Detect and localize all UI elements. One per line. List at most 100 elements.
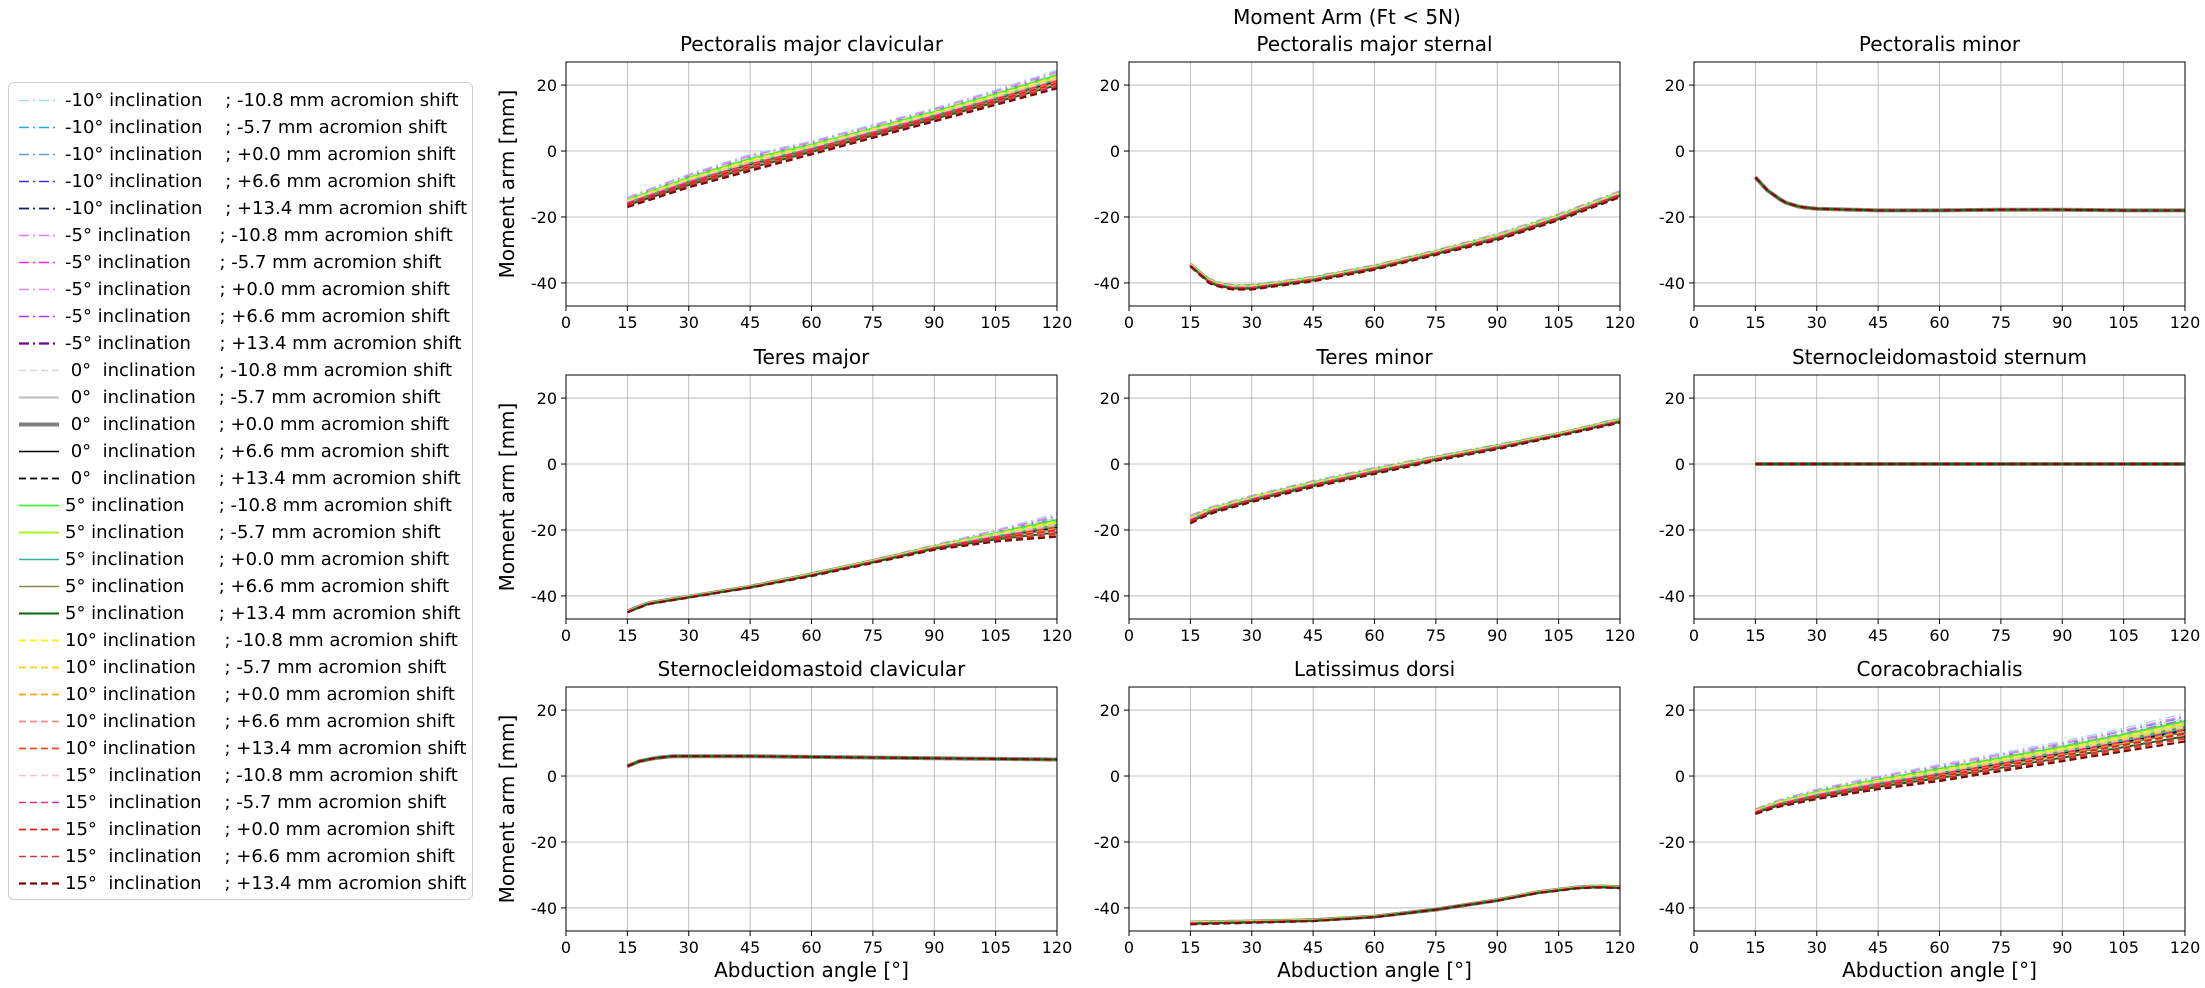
series-line bbox=[1755, 712, 2186, 810]
series-line bbox=[1755, 717, 2186, 811]
x-tick-label: 120 bbox=[2170, 626, 2201, 645]
y-tick-label: 0 bbox=[1675, 142, 1685, 161]
x-tick-label: 30 bbox=[1807, 938, 1827, 957]
series-line bbox=[1189, 196, 1621, 291]
x-tick-label: 15 bbox=[617, 626, 637, 645]
series-line bbox=[627, 516, 1058, 612]
legend-line-swatch bbox=[19, 180, 59, 183]
y-tick-label: -40 bbox=[1659, 899, 1685, 918]
legend-line-swatch bbox=[19, 396, 59, 399]
series-line bbox=[1754, 176, 2185, 212]
legend-label: 10° inclination ; +0.0 mm acromion shift bbox=[65, 684, 455, 705]
legend-entry: -5° inclination ; -5.7 mm acromion shift bbox=[9, 249, 474, 276]
x-tick-label: 75 bbox=[1426, 626, 1446, 645]
x-tick-label: 105 bbox=[980, 313, 1011, 332]
x-tick-label: 30 bbox=[679, 938, 699, 957]
legend-entry: -10° inclination ; +6.6 mm acromion shif… bbox=[9, 168, 474, 195]
x-tick-label: 105 bbox=[2108, 626, 2139, 645]
legend-line-swatch bbox=[19, 531, 59, 534]
series-line bbox=[626, 535, 1058, 614]
series-line bbox=[1190, 886, 1621, 925]
legend-line-swatch bbox=[19, 720, 59, 723]
legend-entry: -10° inclination ; +0.0 mm acromion shif… bbox=[9, 141, 474, 168]
series-line bbox=[1190, 886, 1621, 925]
legend-entry: 10° inclination ; +0.0 mm acromion shift bbox=[9, 681, 474, 708]
series-line bbox=[1754, 176, 2185, 212]
series-line bbox=[1753, 176, 2185, 213]
series-line bbox=[627, 523, 1058, 613]
x-tick-label: 0 bbox=[561, 313, 571, 332]
series-line bbox=[1189, 192, 1621, 288]
series-lines bbox=[626, 754, 1057, 768]
x-tick-label: 75 bbox=[863, 313, 883, 332]
legend-label: 15° inclination ; +6.6 mm acromion shift bbox=[65, 846, 455, 867]
series-line bbox=[1190, 885, 1621, 924]
series-line bbox=[1755, 734, 2186, 814]
x-tick-label: 75 bbox=[1991, 626, 2011, 645]
y-tick-label: 0 bbox=[547, 455, 557, 474]
series-line bbox=[1755, 740, 2186, 815]
series-line bbox=[1190, 886, 1621, 925]
x-tick-label: 45 bbox=[740, 938, 760, 957]
series-line bbox=[1189, 195, 1621, 290]
series-line bbox=[1189, 190, 1621, 286]
series-line bbox=[1754, 176, 2185, 212]
series-line bbox=[1189, 191, 1621, 287]
x-tick-label: 75 bbox=[863, 626, 883, 645]
y-tick-label: 0 bbox=[547, 767, 557, 786]
x-tick-label: 90 bbox=[924, 313, 944, 332]
subplot: 0 15 30 45 60 75 90 105 120 -40 -20 0 20 Sternocleido… bbox=[495, 657, 1072, 982]
legend-line-swatch bbox=[19, 126, 59, 129]
y-tick-label: 20 bbox=[1665, 701, 1685, 720]
series-line bbox=[627, 80, 1058, 204]
x-tick-label: 45 bbox=[1868, 938, 1888, 957]
x-tick-label: 15 bbox=[1745, 626, 1765, 645]
series-line bbox=[1189, 192, 1621, 288]
legend-line-swatch bbox=[19, 234, 59, 237]
series-line bbox=[1189, 195, 1621, 290]
series-line bbox=[627, 526, 1058, 613]
y-tick-label: 20 bbox=[1100, 701, 1120, 720]
series-line bbox=[1754, 176, 2185, 212]
x-tick-label: 30 bbox=[679, 626, 699, 645]
legend-entry: 5° inclination ; -5.7 mm acromion shift bbox=[9, 519, 474, 546]
y-tick-label: 0 bbox=[1110, 142, 1120, 161]
legend-line-swatch bbox=[19, 207, 59, 210]
legend-line-swatch bbox=[19, 99, 59, 102]
legend: -10° inclination ; -10.8 mm acromion shi… bbox=[8, 82, 473, 900]
y-tick-label: -20 bbox=[531, 208, 557, 227]
series-lines bbox=[1753, 176, 2185, 213]
series-line bbox=[627, 75, 1058, 202]
x-tick-label: 45 bbox=[1868, 313, 1888, 332]
series-line bbox=[627, 72, 1058, 200]
y-tick-label: 20 bbox=[1100, 76, 1120, 95]
legend-entry: -5° inclination ; +0.0 mm acromion shift bbox=[9, 276, 474, 303]
legend-label: 10° inclination ; +6.6 mm acromion shift bbox=[65, 711, 455, 732]
y-tick-label: -20 bbox=[531, 521, 557, 540]
x-tick-label: 60 bbox=[1929, 626, 1949, 645]
series-line bbox=[1190, 886, 1621, 925]
x-tick-label: 30 bbox=[1807, 626, 1827, 645]
x-tick-label: 90 bbox=[2052, 938, 2072, 957]
series-lines bbox=[626, 512, 1058, 614]
legend-label: -5° inclination ; -10.8 mm acromion shif… bbox=[65, 225, 453, 246]
series-line bbox=[1754, 176, 2185, 212]
x-tick-label: 120 bbox=[2170, 313, 2201, 332]
series-line bbox=[1754, 176, 2185, 212]
y-tick-label: 20 bbox=[537, 389, 557, 408]
legend-entry: 0° inclination ; +0.0 mm acromion shift bbox=[9, 411, 474, 438]
series-line bbox=[1189, 192, 1621, 288]
legend-label: 5° inclination ; -5.7 mm acromion shift bbox=[65, 522, 441, 543]
x-tick-label: 120 bbox=[1605, 313, 1636, 332]
series-line bbox=[1190, 886, 1621, 926]
x-tick-label: 120 bbox=[1042, 938, 1073, 957]
series-line bbox=[1754, 176, 2185, 212]
legend-label: 0° inclination ; +0.0 mm acromion shift bbox=[65, 414, 450, 435]
legend-line-swatch bbox=[19, 477, 59, 480]
series-line bbox=[1755, 727, 2186, 813]
legend-label: -5° inclination ; +13.4 mm acromion shif… bbox=[65, 333, 462, 354]
x-tick-label: 105 bbox=[1543, 626, 1574, 645]
x-tick-label: 30 bbox=[679, 313, 699, 332]
legend-line-swatch bbox=[19, 288, 59, 291]
x-tick-label: 120 bbox=[1605, 938, 1636, 957]
